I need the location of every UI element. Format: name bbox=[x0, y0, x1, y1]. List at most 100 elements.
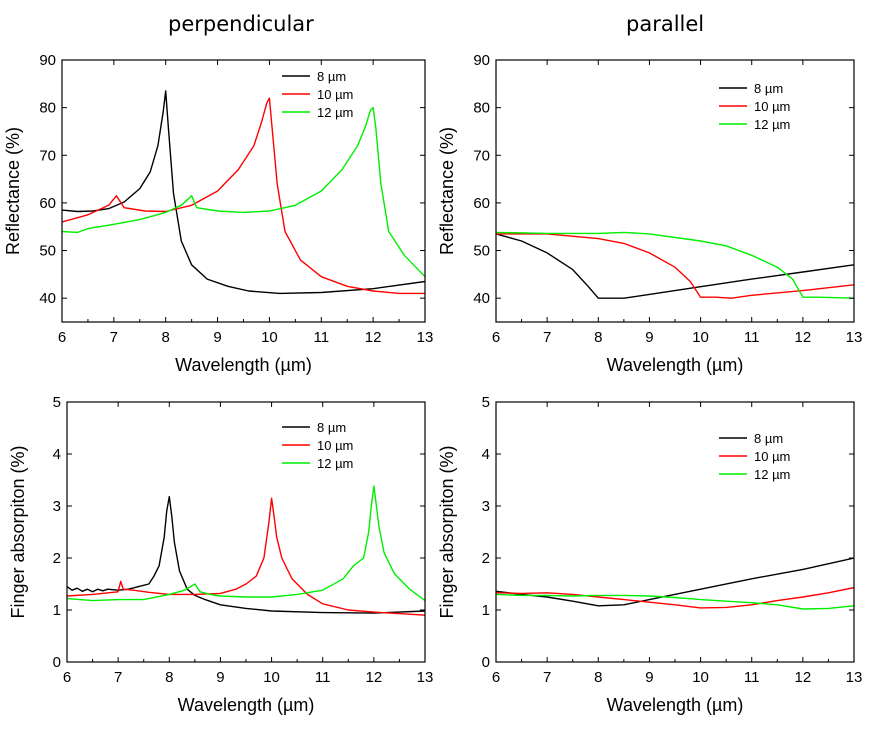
series-group bbox=[67, 485, 425, 616]
series-group bbox=[496, 557, 854, 610]
y-axis-label: Finger absorpiton (%) bbox=[437, 445, 457, 618]
legend-label: 12 µm bbox=[754, 467, 790, 482]
y-tick-label: 2 bbox=[482, 550, 490, 567]
x-tick-label: 12 bbox=[795, 329, 812, 346]
y-tick-label: 90 bbox=[39, 52, 56, 69]
x-tick-label: 11 bbox=[313, 329, 329, 346]
series-line-12um bbox=[496, 231, 854, 299]
legend-label: 8 µm bbox=[754, 81, 783, 96]
series-line-12um bbox=[67, 485, 425, 602]
legend-label: 12 µm bbox=[317, 105, 353, 120]
x-tick-label: 10 bbox=[692, 329, 709, 346]
y-tick-label: 3 bbox=[53, 498, 61, 515]
x-tick-label: 13 bbox=[417, 329, 434, 346]
x-tick-label: 6 bbox=[492, 329, 500, 346]
x-tick-label: 13 bbox=[846, 669, 863, 686]
x-tick-label: 8 bbox=[594, 329, 602, 346]
y-axis-label: Finger absorpiton (%) bbox=[8, 445, 28, 618]
x-tick-label: 7 bbox=[114, 669, 122, 686]
legend-label: 10 µm bbox=[754, 449, 790, 464]
plot-frame bbox=[495, 401, 855, 663]
y-tick-label: 2 bbox=[53, 550, 61, 567]
y-tick-label: 0 bbox=[53, 654, 61, 671]
y-tick-label: 80 bbox=[39, 100, 56, 117]
x-tick-label: 9 bbox=[213, 329, 221, 346]
title-parallel: parallel bbox=[626, 12, 705, 36]
series-line-8um bbox=[62, 90, 425, 295]
legend: 8 µm 10 µm 12 µm bbox=[282, 420, 353, 471]
legend: 8 µm 10 µm 12 µm bbox=[719, 81, 790, 132]
legend-label: 12 µm bbox=[754, 117, 790, 132]
y-tick-label: 5 bbox=[53, 394, 61, 411]
x-tick-label: 9 bbox=[645, 669, 653, 686]
x-tick-label: 7 bbox=[543, 669, 551, 686]
x-axis-label: Wavelength (µm) bbox=[607, 695, 744, 715]
y-tick-label: 1 bbox=[482, 602, 490, 619]
plot-frame bbox=[61, 59, 426, 323]
x-tick-label: 13 bbox=[846, 329, 863, 346]
series-line-8um bbox=[496, 233, 854, 299]
x-tick-label: 9 bbox=[216, 669, 224, 686]
y-tick-label: 80 bbox=[473, 100, 490, 117]
x-tick-label: 11 bbox=[315, 669, 331, 686]
x-tick-label: 8 bbox=[594, 669, 602, 686]
y-tick-label: 60 bbox=[473, 195, 490, 212]
series-line-10um bbox=[62, 97, 425, 295]
title-perpendicular: perpendicular bbox=[168, 12, 314, 36]
series-line-10um bbox=[67, 497, 425, 616]
x-tick-label: 7 bbox=[543, 329, 551, 346]
y-tick-label: 5 bbox=[482, 394, 490, 411]
legend-label: 8 µm bbox=[317, 420, 346, 435]
x-tick-label: 13 bbox=[417, 669, 434, 686]
x-tick-label: 6 bbox=[492, 669, 500, 686]
y-tick-label: 4 bbox=[482, 446, 490, 463]
y-axis-label: Reflectance (%) bbox=[437, 127, 457, 255]
chart-refl-perp: 6 7 8 9 10 11 12 13 40 50 60 70 80 90 Wavelength (µm) R… bbox=[3, 52, 433, 375]
y-tick-label: 40 bbox=[473, 290, 490, 307]
y-tick-label: 60 bbox=[39, 195, 56, 212]
legend-label: 10 µm bbox=[317, 87, 353, 102]
y-tick-label: 50 bbox=[473, 243, 490, 260]
y-tick-label: 50 bbox=[39, 243, 56, 260]
y-tick-label: 70 bbox=[39, 147, 56, 164]
series-line-10um bbox=[496, 233, 854, 299]
series-group bbox=[496, 231, 854, 299]
series-line-12um bbox=[496, 593, 854, 610]
y-tick-label: 3 bbox=[482, 498, 490, 515]
series-line-8um bbox=[496, 557, 854, 607]
legend: 8 µm 10 µm 12 µm bbox=[282, 69, 353, 120]
y-tick-label: 90 bbox=[473, 52, 490, 69]
legend-label: 12 µm bbox=[317, 456, 353, 471]
x-tick-label: 10 bbox=[263, 669, 280, 686]
plot-frame bbox=[66, 401, 426, 663]
x-tick-label: 11 bbox=[744, 669, 760, 686]
y-tick-label: 40 bbox=[39, 290, 56, 307]
x-tick-label: 8 bbox=[165, 669, 173, 686]
series-group bbox=[62, 90, 425, 295]
x-tick-label: 12 bbox=[366, 669, 383, 686]
legend-label: 10 µm bbox=[754, 99, 790, 114]
x-axis-label: Wavelength (µm) bbox=[178, 695, 315, 715]
series-line-12um bbox=[62, 106, 425, 278]
plot-frame bbox=[495, 59, 855, 323]
x-tick-label: 12 bbox=[365, 329, 382, 346]
y-tick-label: 1 bbox=[53, 602, 61, 619]
x-axis-label: Wavelength (µm) bbox=[607, 355, 744, 375]
x-tick-label: 7 bbox=[110, 329, 118, 346]
series-line-10um bbox=[496, 586, 854, 609]
legend-label: 10 µm bbox=[317, 438, 353, 453]
x-tick-label: 8 bbox=[162, 329, 170, 346]
legend: 8 µm 10 µm 12 µm bbox=[719, 431, 790, 482]
series-line-8um bbox=[67, 495, 425, 614]
x-tick-label: 12 bbox=[795, 669, 812, 686]
y-tick-label: 4 bbox=[53, 446, 61, 463]
x-tick-label: 11 bbox=[744, 329, 760, 346]
x-tick-label: 10 bbox=[261, 329, 278, 346]
legend-label: 8 µm bbox=[317, 69, 346, 84]
x-tick-label: 6 bbox=[58, 329, 66, 346]
x-tick-label: 9 bbox=[645, 329, 653, 346]
x-axis-label: Wavelength (µm) bbox=[175, 355, 312, 375]
